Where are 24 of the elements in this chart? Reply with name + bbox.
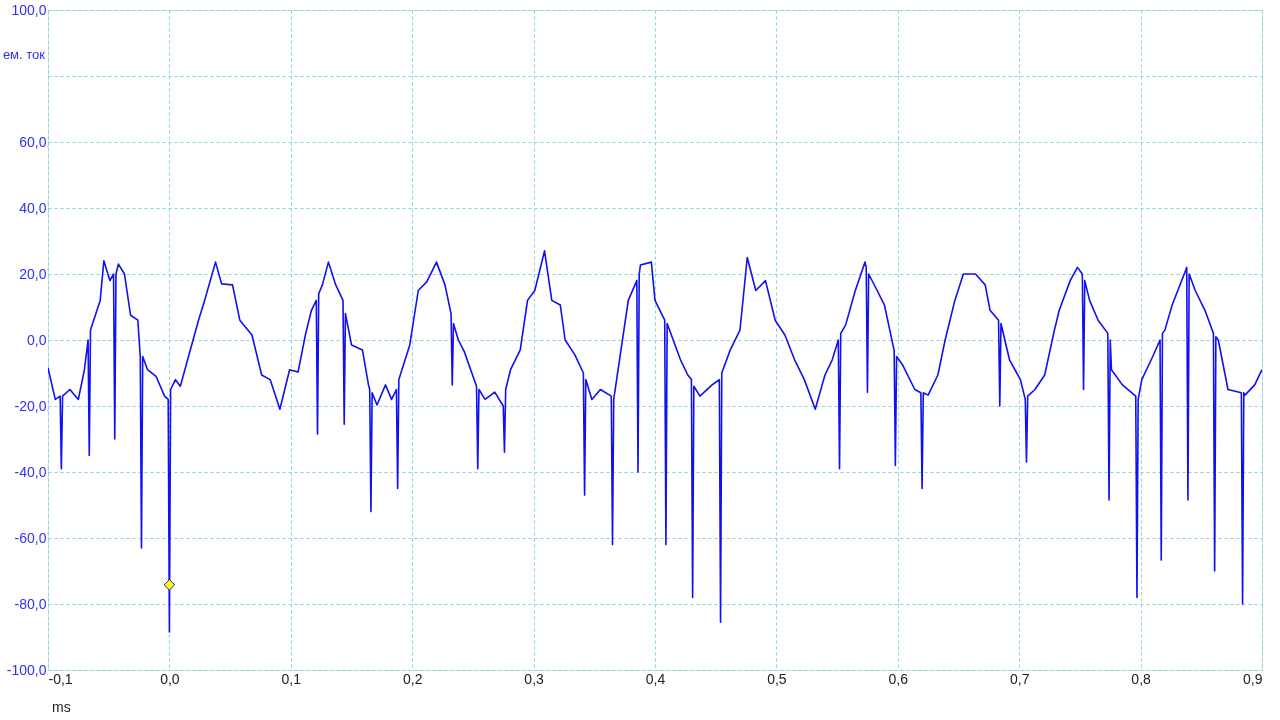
- y-tick-label: -100,0: [6, 661, 47, 678]
- x-axis-title: ms: [52, 699, 71, 715]
- x-tick-label: 0,8: [1131, 670, 1152, 687]
- y-tick-label: -40,0: [14, 463, 47, 480]
- x-tick-label: 0,3: [524, 670, 545, 687]
- y-tick-label: 0,0: [27, 331, 47, 348]
- x-tick-label: 0,4: [645, 670, 666, 687]
- x-tick-label: 0,7: [1009, 670, 1030, 687]
- y-tick-label: -60,0: [14, 529, 47, 546]
- x-tick-label: 0,9: [1243, 670, 1263, 687]
- y-tick-label: -20,0: [14, 397, 47, 414]
- x-tick-label: 0,6: [888, 670, 909, 687]
- x-tick-label: 0,1: [281, 670, 302, 687]
- y-tick-label: 100,0: [11, 1, 47, 18]
- x-tick-label: 0,0: [160, 670, 180, 687]
- y-axis-title: ем. ток: [2, 47, 46, 62]
- y-tick-label: -80,0: [14, 595, 47, 612]
- y-tick-label: 40,0: [19, 199, 47, 216]
- x-tick-label: 0,2: [402, 670, 423, 687]
- x-tick-label: -0,1: [48, 670, 73, 687]
- x-tick-label: 0,5: [767, 670, 787, 687]
- line-series: [48, 250, 1262, 633]
- y-tick-label: 20,0: [19, 265, 47, 282]
- y-tick-label: 60,0: [19, 133, 47, 150]
